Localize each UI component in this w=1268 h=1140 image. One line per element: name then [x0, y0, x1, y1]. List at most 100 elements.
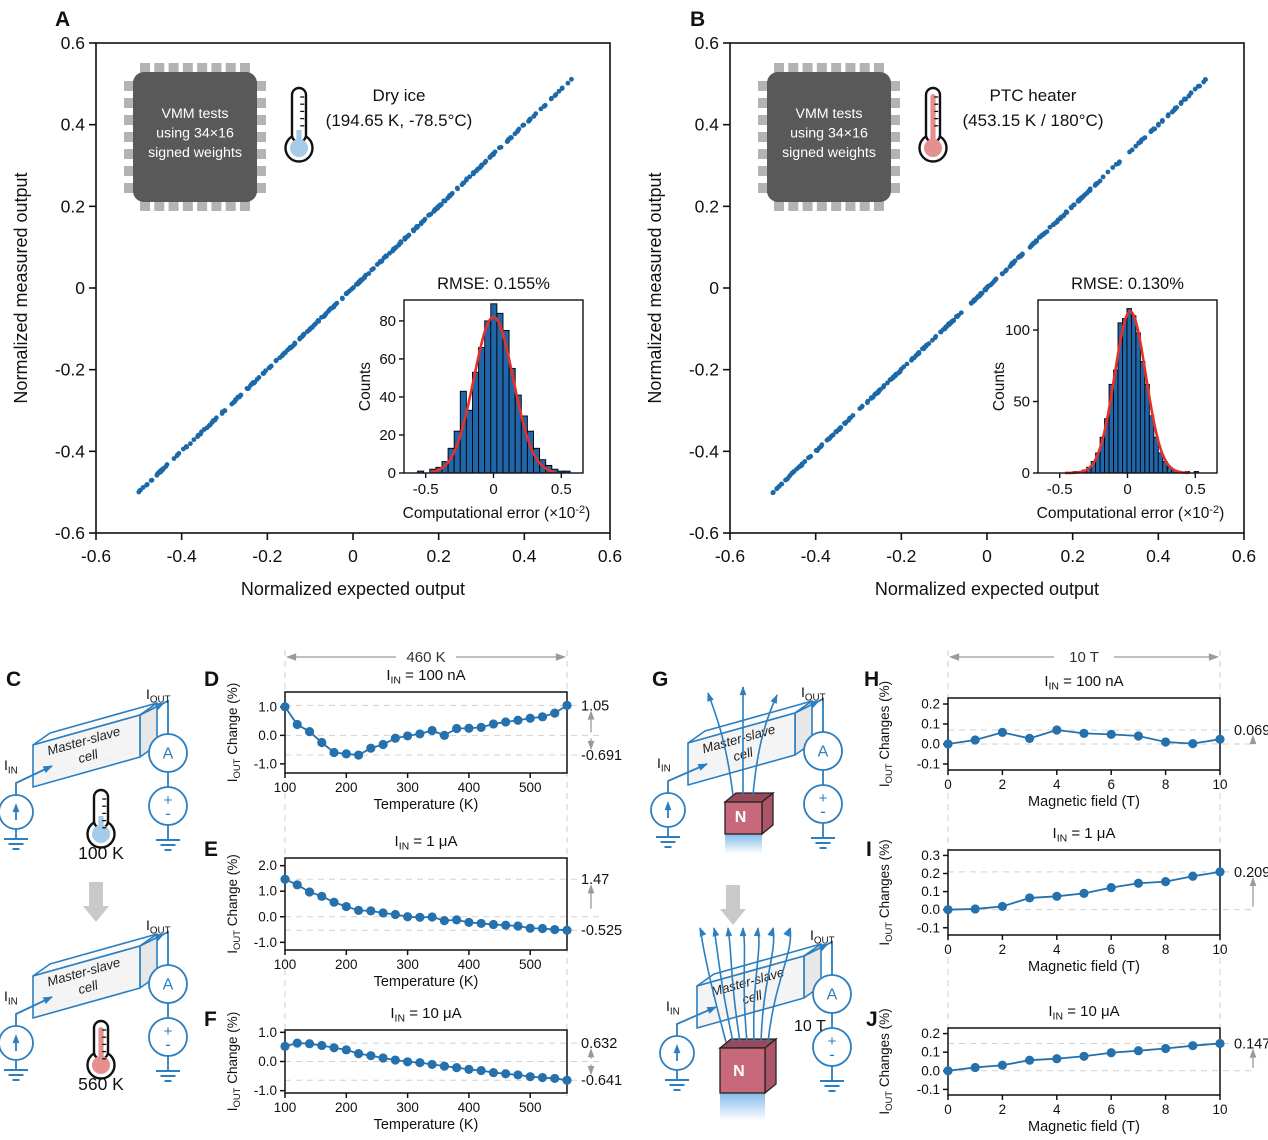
data-point [1161, 737, 1171, 747]
y-tick-label: -0.2 [689, 360, 719, 380]
condition-label-line: (194.65 K, -78.5°C) [326, 111, 473, 130]
panels-hij-line-charts: 10 T 0 2 4 6 8 10 -0.1 0.0 0.1 0.2 Magnetic field (… [877, 649, 1268, 1135]
annotation-value-label: 1.47 [581, 872, 609, 888]
rmse-label: RMSE: 0.155% [437, 275, 550, 293]
data-point [1052, 891, 1062, 901]
x-axis-label: Temperature (K) [374, 1117, 479, 1133]
y-tick-label: 1.0 [258, 1025, 277, 1040]
y-tick-label: 0.4 [695, 115, 720, 135]
x-tick-label: 400 [458, 780, 481, 795]
panel-g-magnet-diagram: Master-slavecellIINIOUTA+-NMaster-slavec… [650, 684, 852, 1121]
data-point [488, 919, 499, 930]
data-point [317, 1040, 327, 1051]
chip-icon: VMM tests using 34×16 signed weights [758, 63, 900, 211]
annotation-value-label: 0.209 [1234, 865, 1268, 881]
y-tick-label: 0.4 [61, 115, 86, 135]
x-tick-label: -0.4 [167, 546, 197, 566]
data-point [970, 1062, 980, 1073]
data-point [1079, 1051, 1089, 1061]
x-tick-label: 0.2 [427, 546, 451, 566]
y-tick-label: 0.2 [921, 1026, 940, 1041]
scatter-panel: -0.6 -0.6 -0.4 -0.4 -0.2 -0.2 0 0 0.2 0.2 0.4 0.4 0.… [645, 33, 1256, 599]
y-tick-label: 0.2 [921, 697, 940, 712]
y-tick-label: 0.0 [258, 909, 277, 924]
data-point [970, 735, 980, 745]
data-point [329, 747, 339, 758]
chart-title: IIN = 1 μA [395, 833, 458, 853]
data-point [280, 1041, 290, 1051]
x-axis-label: Magnetic field (T) [1028, 959, 1140, 975]
data-point [390, 1055, 400, 1065]
x-tick-label: 300 [396, 1100, 419, 1115]
chart-title: IIN = 10 μA [1048, 1003, 1119, 1023]
y-axis-label: IOUT Change (%) [225, 854, 243, 953]
data-point [537, 712, 548, 722]
data-point [501, 920, 511, 930]
data-point [1133, 878, 1143, 888]
annotation-value-label: 0.0699 [1234, 723, 1268, 739]
voltage-source-icon: +- [148, 786, 188, 826]
data-point [390, 733, 400, 743]
data-point [415, 729, 425, 739]
panel-label-d: D [204, 668, 220, 691]
current-source-icon [0, 1025, 34, 1061]
data-point [292, 1038, 302, 1048]
ammeter-icon: A [803, 731, 843, 771]
x-tick-label: 200 [335, 780, 358, 795]
current-source-icon [659, 1035, 695, 1071]
x-tick-label: 0 [944, 777, 952, 792]
data-point [439, 916, 449, 926]
input-wire: IIN [666, 998, 717, 1036]
y-tick-label: -0.6 [689, 523, 719, 543]
inset-x-tick-label: 0 [1123, 481, 1131, 498]
data-line [284, 704, 568, 756]
data-point [943, 739, 953, 749]
data-point [550, 1073, 560, 1084]
scatter-panel: -0.6 -0.6 -0.4 -0.4 -0.2 -0.2 0 0 0.2 0.2 0.4 0.4 0.… [11, 33, 622, 599]
y-tick-label: -0.1 [917, 1082, 940, 1097]
data-point [513, 921, 523, 931]
data-point [1215, 867, 1225, 877]
data-point [488, 1067, 499, 1078]
rmse-label: RMSE: 0.130% [1071, 275, 1184, 293]
y-tick-label: 0.2 [61, 196, 85, 216]
minus-label: - [165, 1035, 171, 1054]
current-source-icon [650, 792, 686, 828]
current-source-icon [0, 794, 34, 830]
ground-symbol [665, 1079, 689, 1091]
panel-b-scatter-chart: -0.6 -0.6 -0.4 -0.4 -0.2 -0.2 0 0 0.2 0.2 0.4 0.4 0.… [645, 33, 1256, 599]
data-point [317, 737, 327, 748]
temperature-label: 100 K [78, 843, 124, 863]
span-label: 10 T [1069, 649, 1099, 666]
data-point [415, 912, 425, 922]
panel-label-h: H [864, 668, 880, 691]
y-tick-label: -0.1 [917, 920, 940, 935]
data-line [284, 878, 568, 932]
panel-label-e: E [204, 838, 219, 861]
data-point [525, 1072, 535, 1082]
data-point [292, 880, 302, 890]
panel-label-f: F [204, 1008, 217, 1031]
i-out-label: IOUT [146, 917, 171, 936]
data-point [390, 909, 400, 920]
inset-x-axis-label: Computational error (×10-2) [403, 504, 591, 522]
data-point [1215, 734, 1225, 744]
annotation-value-label: -0.691 [581, 748, 622, 764]
data-point [304, 887, 315, 897]
i-in-label: IIN [657, 755, 671, 774]
data-point [476, 918, 486, 929]
inset-x-axis-label: Computational error (×10-2) [1037, 504, 1225, 522]
y-tick-label: 0.0 [921, 1063, 940, 1078]
x-tick-label: 0 [982, 546, 992, 566]
line-chart: 0 2 4 6 8 10 -0.1 0.0 0.1 0.2 0.3 Magnetic field (T… [877, 825, 1268, 975]
data-point [943, 905, 953, 915]
panels-def-line-charts: 460 K 100 200 300 400 500 -1.0 0.0 1.0 Temperatur… [225, 649, 622, 1133]
x-tick-label: 10 [1212, 1102, 1227, 1117]
magnet-icon: N [718, 1037, 778, 1121]
panel-label-a: A [55, 8, 71, 31]
panel-label-b: B [690, 8, 706, 31]
x-tick-label: 400 [458, 1100, 481, 1115]
